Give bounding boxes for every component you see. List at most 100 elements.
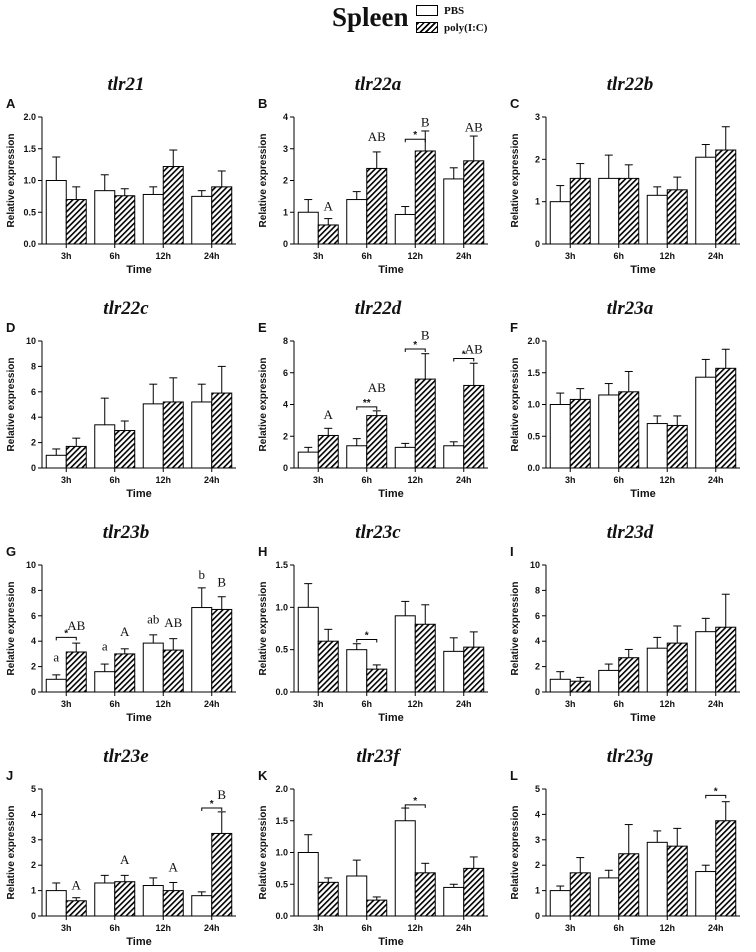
tlr23a-title: tlr23a xyxy=(607,298,654,319)
tlr23e-group-letter: A xyxy=(120,852,130,867)
tlr22d-y-tick-label: 8 xyxy=(283,336,288,346)
tlr23b-y-tick-label: 4 xyxy=(31,636,36,646)
tlr23g-y-tick-label: 5 xyxy=(535,784,540,794)
tlr23e-bar-pbs xyxy=(45,890,67,917)
tlr23b-bar-polyic xyxy=(65,651,87,693)
tlr22d-bar-pbs xyxy=(394,446,416,469)
tlr23e-y-tick-label: 2 xyxy=(31,860,36,870)
tlr22b-x-tick-label: 24h xyxy=(708,251,724,261)
tlr23a-y-tick-label: 1.0 xyxy=(527,400,540,410)
tlr23d-bar-polyic xyxy=(715,626,737,693)
legend-item-polyic: poly(I:C) xyxy=(416,19,487,36)
tlr23f-y-tick-label: 1.0 xyxy=(275,848,288,858)
tlr21-y-tick-label: 1.5 xyxy=(23,144,36,154)
tlr22a-group-letter: A xyxy=(324,199,334,214)
tlr23e-x-tick-label: 3h xyxy=(61,923,72,933)
tlr23c-y-tick-label: 0.0 xyxy=(275,687,288,697)
tlr23e-bar-polyic xyxy=(65,900,87,917)
tlr23a-bar-polyic xyxy=(715,367,737,469)
tlr21-bar-polyic xyxy=(114,195,136,245)
tlr22b-x-tick-label: 6h xyxy=(613,251,624,261)
tlr22a-group-letter: B xyxy=(421,115,430,130)
tlr21-y-tick-label: 1.0 xyxy=(23,176,36,186)
tlr22d-significance-bracket xyxy=(404,348,426,352)
tlr22a-y-label: Relative expression xyxy=(258,134,269,228)
tlr23c-title: tlr23c xyxy=(355,522,401,543)
tlr23d-y-tick-label: 8 xyxy=(535,585,540,595)
tlr23c-x-tick-label: 24h xyxy=(456,699,472,709)
tlr23b-group-letter: a xyxy=(102,639,108,654)
tlr23b-bar-polyic xyxy=(162,649,184,693)
tlr22d-y-tick-label: 0 xyxy=(283,463,288,473)
tlr23e-group-letter: B xyxy=(217,787,226,802)
tlr22d-bar-polyic xyxy=(414,378,436,469)
tlr23g-x-tick-label: 24h xyxy=(708,923,724,933)
tlr23g-bar-polyic xyxy=(666,845,688,917)
tlr23c-x-tick-label: 12h xyxy=(407,699,423,709)
tlr23a-y-tick-label: 2.0 xyxy=(527,336,540,346)
tlr23a-bar-pbs xyxy=(549,404,571,469)
tlr22a-bar-polyic xyxy=(414,150,436,245)
tlr21-x-tick-label: 12h xyxy=(155,251,171,261)
tlr23g-y-tick-label: 1 xyxy=(535,886,540,896)
tlr23f-x-tick-label: 12h xyxy=(407,923,423,933)
tlr21-panel-letter: A xyxy=(6,96,16,111)
tlr21-x-tick-label: 3h xyxy=(61,251,72,261)
tlr23b-y-label: Relative expression xyxy=(6,582,17,676)
tlr23e-bar-pbs xyxy=(94,882,116,917)
tlr23f-bar-polyic xyxy=(414,872,436,917)
tlr22c-bar-pbs xyxy=(45,454,67,469)
tlr23g-x-tick-label: 3h xyxy=(565,923,576,933)
tlr23c-bar-pbs xyxy=(297,606,319,693)
tlr22b-bar-pbs xyxy=(646,194,668,245)
tlr23c-y-tick-label: 1.5 xyxy=(275,560,288,570)
tlr23a-bar-pbs xyxy=(695,376,717,469)
tlr23e-x-tick-label: 6h xyxy=(109,923,120,933)
tlr21-bar-pbs xyxy=(191,195,213,245)
tlr22d-bar-pbs xyxy=(346,445,368,469)
tlr23e-bar-pbs xyxy=(191,895,213,917)
tlr22c-bar-polyic xyxy=(65,445,87,469)
tlr23e-title: tlr23e xyxy=(103,746,149,767)
tlr22a-bar-polyic xyxy=(366,167,388,245)
tlr23e-group-letter: A xyxy=(169,860,179,875)
tlr22a-bar-pbs xyxy=(394,213,416,245)
tlr22a-y-tick-label: 0 xyxy=(283,239,288,249)
tlr23e-y-tick-label: 0 xyxy=(31,911,36,921)
tlr23d-title: tlr23d xyxy=(607,522,654,543)
tlr23c-y-tick-label: 0.5 xyxy=(275,645,288,655)
tlr22a-x-tick-label: 12h xyxy=(407,251,423,261)
tlr21-bar-polyic xyxy=(211,186,233,245)
tlr23a-y-tick-label: 0.0 xyxy=(527,463,540,473)
tlr21-title: tlr21 xyxy=(108,74,145,95)
tlr23e-bar-pbs xyxy=(142,885,164,917)
tlr22d-bar-polyic xyxy=(317,434,339,469)
tlr23f-y-tick-label: 1.5 xyxy=(275,816,288,826)
tlr23e-x-tick-label: 12h xyxy=(155,923,171,933)
tlr23e-y-tick-label: 5 xyxy=(31,784,36,794)
tlr21-y-tick-label: 0.5 xyxy=(23,207,36,217)
tlr22d-x-label: Time xyxy=(378,488,403,500)
tlr23g-bar-pbs xyxy=(598,877,620,917)
tlr22b-y-tick-label: 1 xyxy=(535,197,540,207)
tlr22a-y-tick-label: 4 xyxy=(283,112,288,122)
tlr23f-significance-bracket xyxy=(404,804,426,808)
tlr23c-x-tick-label: 3h xyxy=(313,699,324,709)
tlr23g-y-label: Relative expression xyxy=(510,806,521,900)
tlr22b-bar-polyic xyxy=(569,177,591,245)
tlr23b-group-letter: b xyxy=(199,567,206,582)
tlr22a-bar-polyic xyxy=(463,160,485,245)
tlr22b-bar-pbs xyxy=(695,156,717,245)
tlr22a-bar-pbs xyxy=(443,178,465,245)
tlr22d-significance-bracket xyxy=(453,357,475,362)
tlr23b-x-tick-label: 6h xyxy=(109,699,120,709)
tlr23c-bar-polyic xyxy=(463,646,485,693)
tlr23d-bar-polyic xyxy=(618,657,640,693)
tlr21-bar-pbs xyxy=(142,193,164,245)
tlr23b-bar-polyic xyxy=(114,653,136,693)
tlr22b-bar-pbs xyxy=(549,201,571,245)
tlr23d-bar-pbs xyxy=(646,647,668,693)
tlr23e-bar-polyic xyxy=(114,881,136,917)
tlr23f-bar-polyic xyxy=(366,899,388,917)
